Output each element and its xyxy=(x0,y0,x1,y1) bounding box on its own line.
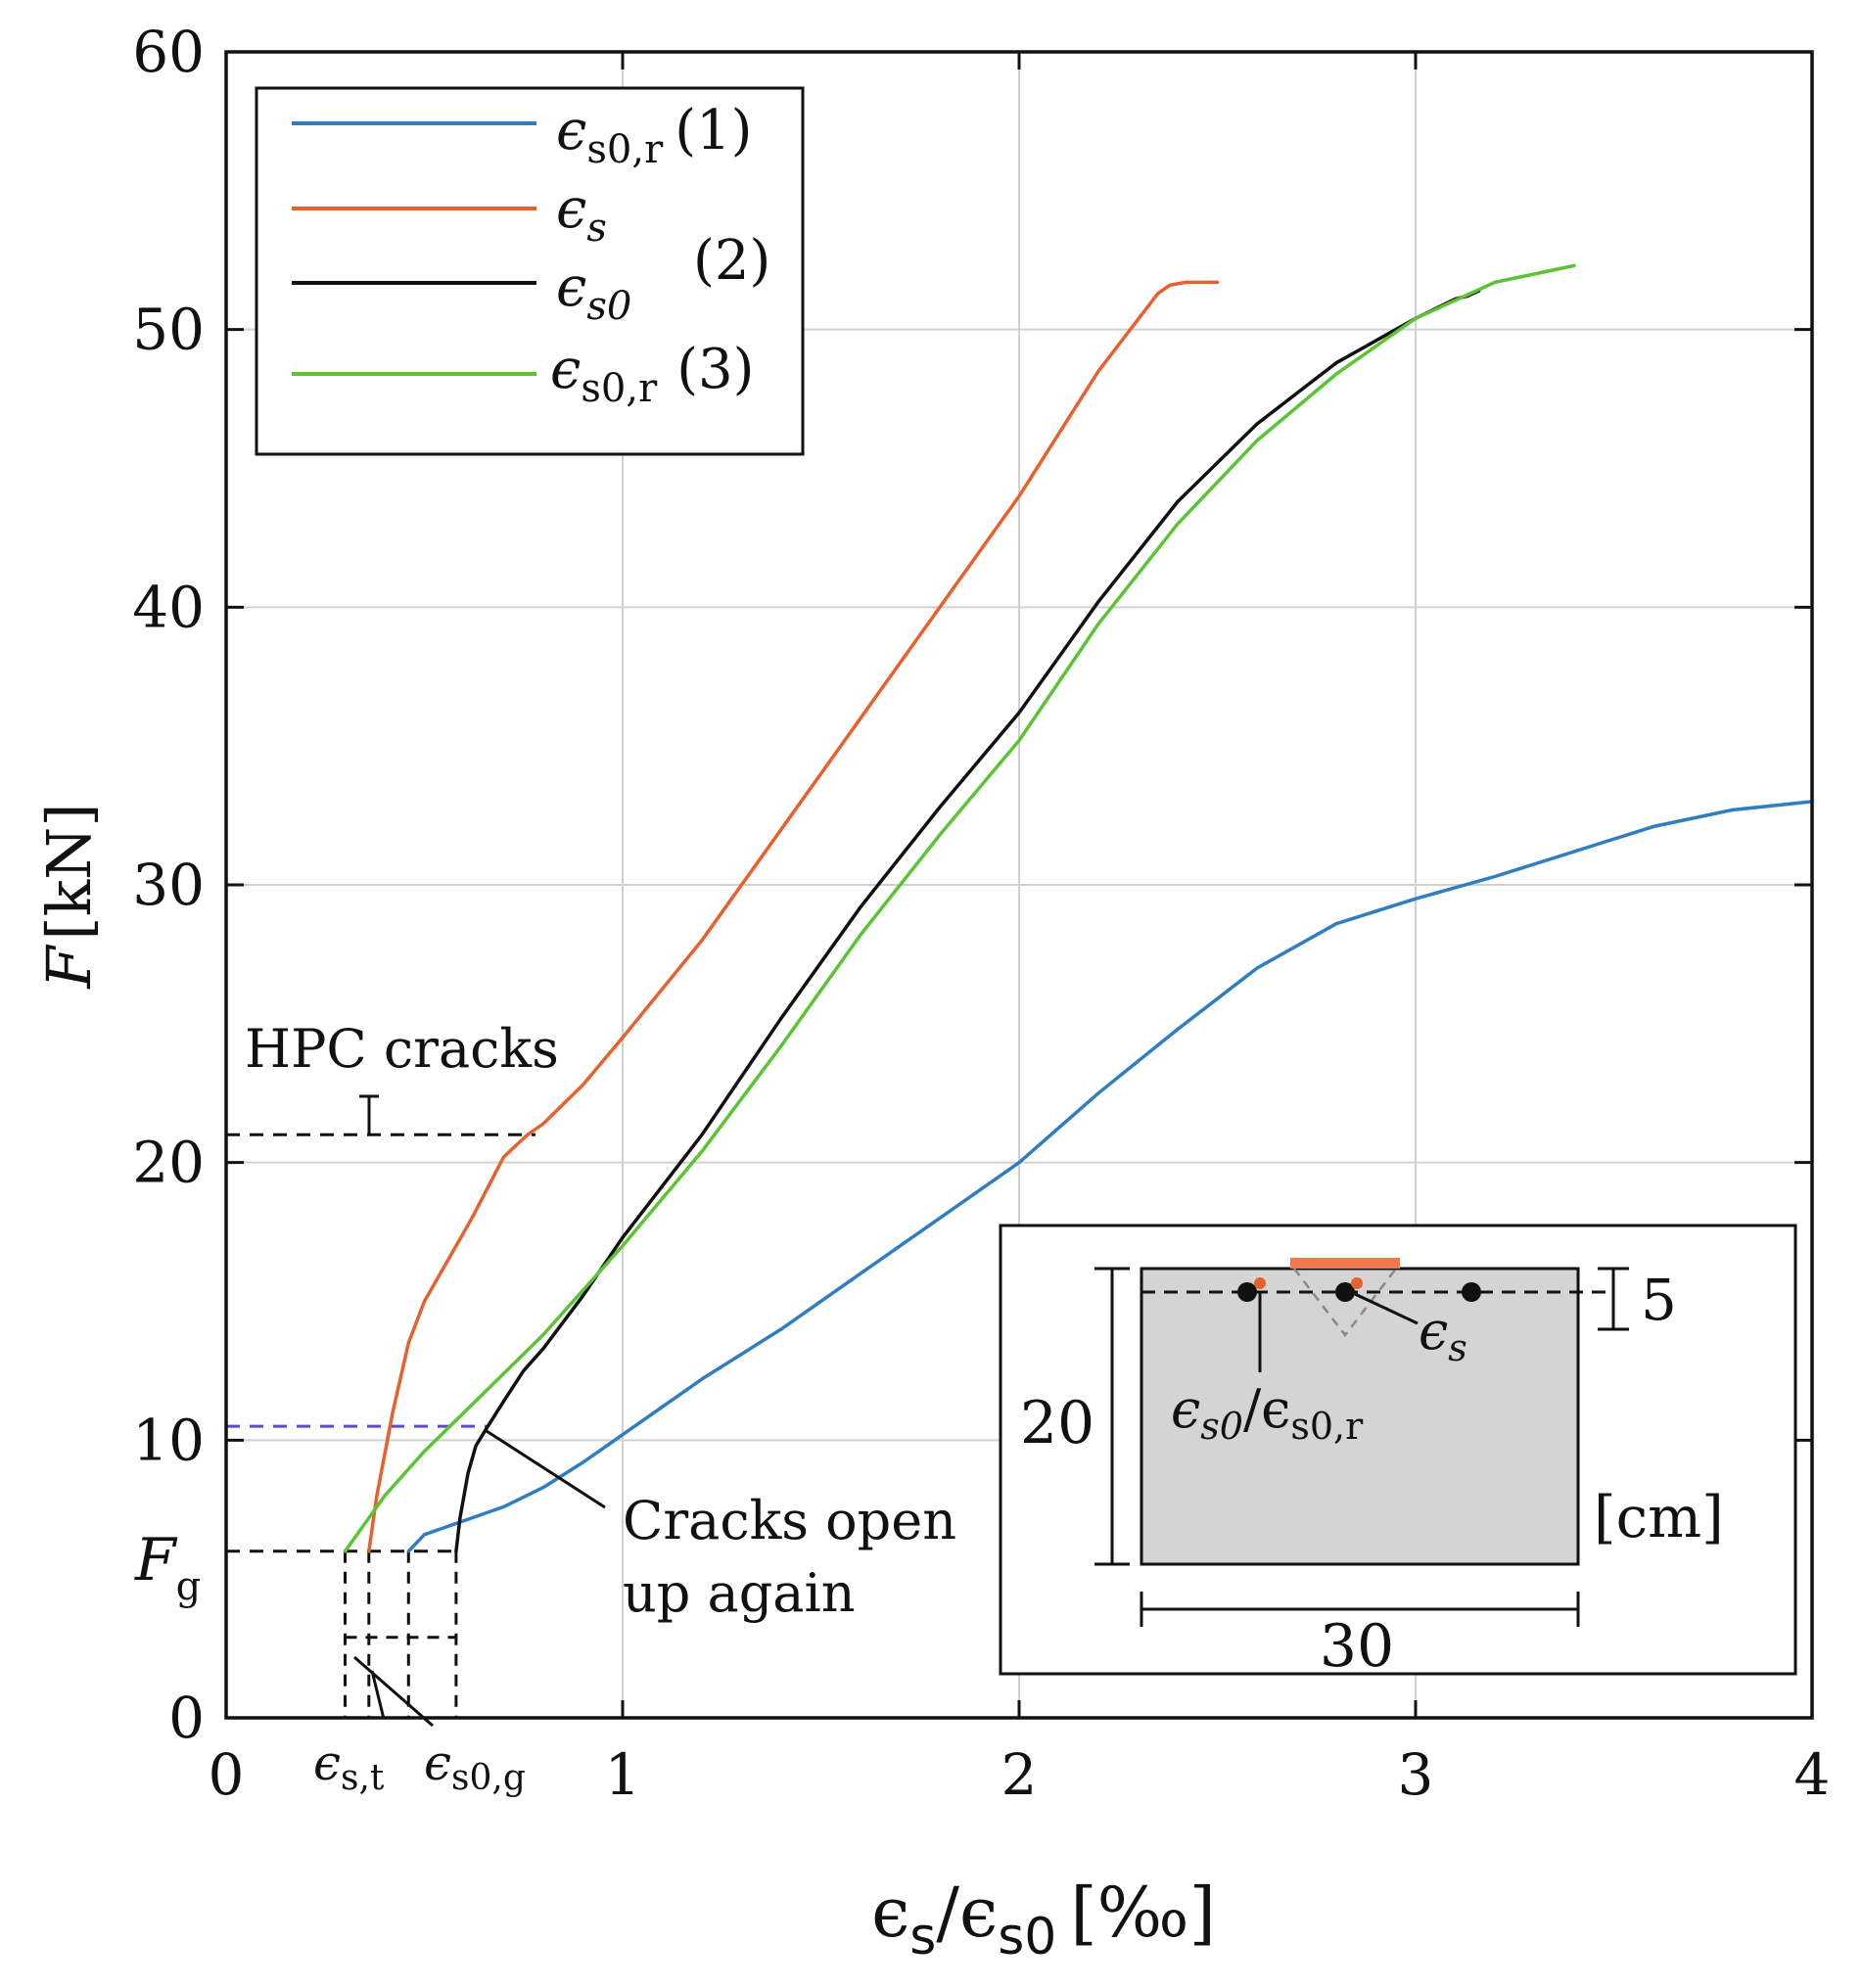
top-bar xyxy=(1290,1258,1400,1269)
rebar-right xyxy=(1462,1282,1481,1302)
legend: ϵs0,r (1) ϵs ϵs0 (2) ϵs0,r (3) xyxy=(255,86,805,456)
inset-eps-s-label: ϵs xyxy=(1419,1300,1467,1369)
eps-st-label: ϵs,t xyxy=(313,1734,385,1798)
y-tick-label: 40 xyxy=(132,574,205,640)
x-tick-label: 0 xyxy=(209,1741,245,1808)
hpc-cracks-label: HPC cracks xyxy=(245,1018,559,1080)
y-tick-label: 30 xyxy=(132,852,205,918)
y-tick-label: 0 xyxy=(168,1685,205,1751)
inset-eps-s0-label: ϵs0/ϵs0,r xyxy=(1171,1378,1364,1448)
gauge-center xyxy=(1351,1277,1363,1289)
x-tick-label: 3 xyxy=(1398,1741,1434,1808)
legend-entry-2: ϵs xyxy=(556,177,607,251)
y-tick-label: 50 xyxy=(132,297,205,363)
legend-entry-1: ϵs0,r (1) xyxy=(556,99,753,172)
series-line-2 xyxy=(367,280,1220,1553)
y-tick-label: 10 xyxy=(132,1407,205,1473)
crack-triangle xyxy=(1293,1268,1397,1338)
series-line-1 xyxy=(406,800,1814,1553)
legend-entry-4: ϵs0,r (3) xyxy=(550,338,755,411)
y-tick-label: 20 xyxy=(132,1130,205,1196)
eps-s-pointer xyxy=(1354,1292,1419,1325)
eps-s0g-label: ϵs0,g xyxy=(424,1734,526,1798)
rebar-left xyxy=(1237,1282,1257,1302)
width-dim-label: 30 xyxy=(1320,1612,1394,1681)
legend-group-tag: (2) xyxy=(693,229,770,293)
cracks-open-pointer xyxy=(486,1429,606,1509)
guide-lines xyxy=(226,1133,535,1718)
cracks-open-label-line1: Cracks open xyxy=(623,1490,956,1551)
x-tick-label: 1 xyxy=(605,1741,641,1808)
eps-pointer-a xyxy=(353,1655,434,1728)
x-tick-label: 2 xyxy=(1001,1741,1038,1808)
series-layer xyxy=(343,263,1814,1553)
inset-cross-section: ϵs ϵs0/ϵs0,r 20 30 5 [cm] xyxy=(999,1224,1797,1681)
annotations: HPC cracks Cracks open up again Fg ϵs,t … xyxy=(134,1018,956,1798)
series-line-4 xyxy=(343,263,1576,1553)
gauge-left xyxy=(1254,1277,1266,1289)
section-rectangle xyxy=(1140,1267,1580,1566)
height-dim-label: 20 xyxy=(1020,1389,1094,1457)
unit-label: [cm] xyxy=(1594,1484,1724,1550)
legend-box xyxy=(255,86,805,456)
x-tick-label: 4 xyxy=(1794,1741,1831,1808)
legend-entry-3: ϵs0 xyxy=(556,255,631,329)
x-axis-label: ϵs/ϵs0 [‰] xyxy=(871,1872,1216,1966)
eps-pointer-b xyxy=(370,1670,386,1720)
cracks-open-label-line2: up again xyxy=(623,1562,856,1624)
depth-dim-label: 5 xyxy=(1641,1267,1677,1333)
series-line-3 xyxy=(454,289,1481,1553)
y-tick-label: 60 xyxy=(132,19,205,85)
fg-label: Fg xyxy=(134,1526,201,1609)
y-axis-label: F[kN] xyxy=(33,803,105,989)
rebar-center xyxy=(1335,1282,1355,1302)
